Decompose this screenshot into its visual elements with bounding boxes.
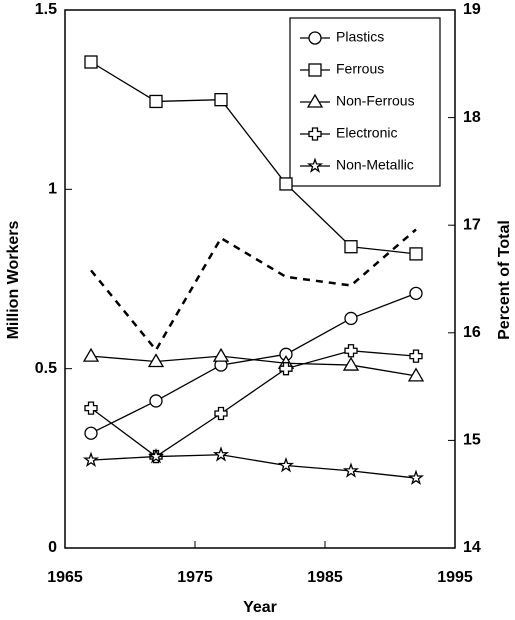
point-marker [342, 462, 360, 478]
y2-tick-label: 19 [463, 1, 481, 18]
point-marker [147, 448, 165, 464]
point-marker [342, 356, 360, 371]
point-marker [344, 240, 358, 254]
point-marker [344, 311, 358, 326]
point-marker [409, 349, 423, 363]
point-marker [82, 451, 100, 467]
series-line [90, 454, 417, 479]
point-marker [277, 457, 295, 473]
legend-label: Non-Ferrous [336, 93, 415, 109]
point-marker [409, 247, 423, 261]
point-marker [147, 353, 165, 368]
point-marker [214, 93, 228, 107]
x-tick-label: 1985 [307, 569, 343, 586]
y2-tick-label: 14 [463, 539, 481, 556]
series-line [90, 355, 417, 377]
legend-marker [308, 127, 322, 141]
series-line [90, 350, 417, 458]
legend-marker [308, 63, 322, 77]
y-tick-label: 1 [48, 181, 57, 198]
series-line [90, 61, 417, 255]
y2-tick-label: 15 [463, 432, 481, 449]
x-tick-label: 1975 [177, 569, 213, 586]
series-line [90, 292, 417, 434]
x-tick-label: 1965 [47, 569, 83, 586]
point-marker [84, 426, 98, 440]
point-marker [149, 394, 163, 408]
legend-label: Non-Metallic [336, 157, 414, 173]
point-marker [212, 347, 230, 362]
point-marker [279, 362, 293, 376]
x-axis-label: Year [243, 599, 277, 616]
point-marker [84, 55, 98, 69]
y-tick-label: 1.5 [35, 1, 57, 18]
legend-label: Plastics [336, 29, 384, 45]
point-marker [212, 446, 230, 462]
y-tick-label: 0 [48, 539, 57, 556]
point-marker [214, 406, 228, 421]
y2-tick-label: 18 [463, 109, 481, 126]
y2-axis-label: Percent of Total [496, 220, 513, 340]
legend-marker [308, 31, 322, 45]
point-marker [407, 367, 425, 382]
y2-tick-label: 16 [463, 324, 481, 341]
point-marker [82, 347, 100, 362]
point-marker [407, 469, 425, 485]
series-line [90, 228, 417, 353]
legend-marker [306, 93, 324, 108]
point-marker [279, 177, 293, 191]
y-tick-label: 0.5 [35, 360, 57, 377]
plot-frame [64, 9, 456, 549]
y-axis-label: Million Workers [5, 220, 22, 339]
y2-tick-label: 17 [463, 216, 481, 233]
legend-label: Electronic [336, 125, 397, 141]
point-marker [409, 286, 423, 300]
x-tick-label: 1995 [437, 569, 473, 586]
legend-marker [306, 157, 324, 173]
point-marker [149, 94, 163, 109]
point-marker [344, 344, 358, 358]
point-marker [84, 401, 98, 415]
legend-label: Ferrous [336, 61, 384, 77]
